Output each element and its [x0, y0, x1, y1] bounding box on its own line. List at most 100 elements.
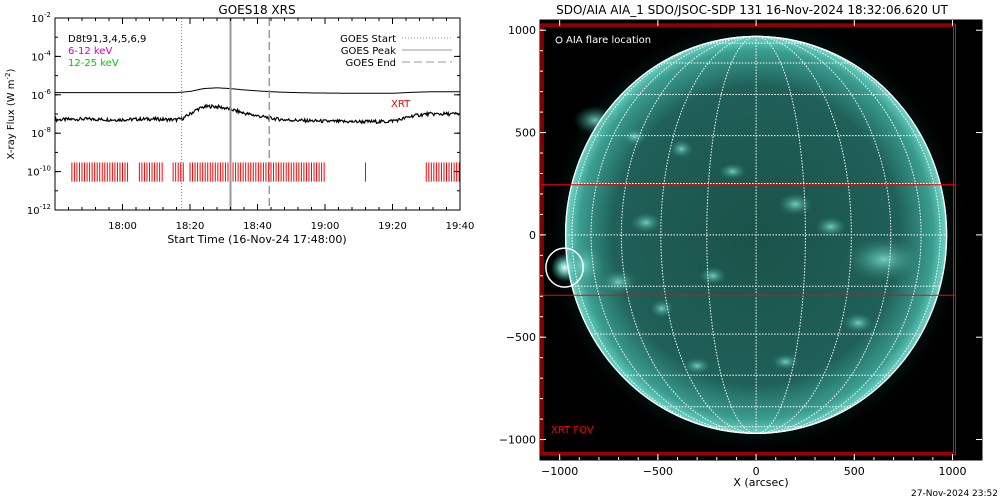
- goes-series-group: [55, 87, 460, 125]
- active-region-patch: [815, 216, 847, 237]
- goes-y-tick-exponent: -8: [44, 126, 51, 134]
- goes-long-channel-line: [55, 103, 460, 125]
- legend-goes-start: GOES Start: [340, 34, 396, 45]
- longitude-line: [571, 35, 757, 434]
- aia-plot-frame: [539, 19, 983, 461]
- aia-title: SDO/AIA AIA_1 SDO/JSOC-SDP 131 16-Nov-20…: [556, 3, 948, 17]
- active-region-patch: [699, 266, 727, 286]
- goes-x-axis-label: Start Time (16-Nov-24 17:48:00): [167, 233, 346, 246]
- aia-x-tick-label: 1000: [939, 465, 967, 478]
- xrt-coverage-bars: [71, 162, 460, 182]
- goes-plot-area: [55, 18, 460, 210]
- goes-y-tick-base: 10: [31, 14, 44, 25]
- goes-x-tick-label: 18:20: [176, 221, 205, 232]
- active-region-patch: [600, 269, 637, 295]
- goes-y-tick-label: 10-10: [27, 165, 51, 179]
- longitude-line: [756, 35, 806, 434]
- goes-x-tick-label: 19:40: [446, 221, 475, 232]
- goes-y-tick-base: 10: [31, 52, 44, 63]
- aia-legend-marker: [555, 36, 563, 44]
- legend-low-energy: 6-12 keV: [68, 46, 112, 57]
- footer-timestamp: 27-Nov-2024 23:52: [911, 489, 998, 499]
- goes-y-axis-label: X-ray Flux (W m-2): [4, 68, 17, 159]
- aia-y-tick-label: 0: [529, 229, 536, 242]
- aia-x-tick-label: 500: [844, 465, 865, 478]
- xrt-fov-label: XRT FOV: [551, 425, 594, 436]
- goes-y-tick-label: 10-6: [31, 88, 51, 102]
- goes-x-tick-label: 19:00: [311, 221, 340, 232]
- goes-y-tick-exponent: -10: [40, 165, 51, 173]
- aia-legend-label: AIA flare location: [566, 35, 651, 46]
- goes-legend-right: GOES Start GOES Peak GOES End: [340, 34, 452, 69]
- legend-goes-peak: GOES Peak: [341, 46, 396, 57]
- goes-y-axis-label-close: ): [6, 68, 17, 72]
- aia-y-tick-label: 500: [515, 127, 536, 140]
- goes-y-tick-label: 10-12: [27, 203, 51, 217]
- flare-brightening: [550, 253, 579, 282]
- goes-y-tick-base: 10: [31, 91, 44, 102]
- active-region-patch: [622, 128, 647, 145]
- goes-x-axis: 18:00 18:20 18:40 19:00 19:20 19:40: [54, 18, 475, 232]
- goes-y-axis-label-sup: -2: [4, 72, 12, 79]
- legend-goes-end: GOES End: [346, 58, 396, 69]
- aia-legend: AIA flare location: [555, 35, 651, 46]
- aia-x-tick-label: −1000: [541, 465, 578, 478]
- longitude-line: [590, 35, 757, 434]
- aia-panel: SDO/AIA AIA_1 SDO/JSOC-SDP 131 16-Nov-20…: [499, 3, 998, 499]
- longitude-line: [756, 35, 852, 434]
- aia-image: [540, 20, 970, 458]
- goes-y-tick-base: 10: [27, 168, 40, 179]
- goes-y-tick-label: 10-4: [31, 49, 51, 63]
- longitude-line: [706, 35, 757, 434]
- active-region-patch: [842, 312, 874, 334]
- goes-xrt-label: XRT: [391, 99, 411, 110]
- aia-x-tick-label: −500: [643, 465, 673, 478]
- xrt-slit-box: [540, 184, 956, 296]
- solar-limb: [564, 35, 948, 434]
- goes-y-tick-exponent: -6: [44, 88, 52, 96]
- goes-y-tick-base: 10: [31, 129, 44, 140]
- active-region-patch: [844, 236, 924, 282]
- goes-y-tick-base: 10: [27, 206, 40, 217]
- goes-markers: [181, 18, 271, 210]
- aia-x-tick-label: 0: [753, 465, 760, 478]
- goes-short-channel-line: [55, 87, 460, 94]
- aia-x-axis-label: X (arcsec): [733, 476, 788, 489]
- longitude-line: [756, 35, 892, 434]
- legend-detectors: D8t91,3,4,5,6,9: [68, 34, 146, 45]
- aia-axes: −1000 −500 0 500 1000 1000 500 0 −500 −1000: [499, 20, 982, 478]
- goes-title: GOES18 XRS: [218, 3, 295, 17]
- active-region-patch: [573, 105, 617, 135]
- xrt-overlays: [540, 23, 956, 456]
- goes-x-tick-label: 19:20: [378, 221, 407, 232]
- active-region-patch: [669, 139, 694, 159]
- flare-location-circle: [545, 247, 584, 288]
- goes-x-tick-label: 18:40: [243, 221, 272, 232]
- longitude-line: [756, 35, 922, 434]
- longitude-line: [660, 35, 757, 434]
- longitude-line: [620, 35, 757, 434]
- goes-y-tick-exponent: -12: [40, 203, 51, 211]
- active-region-patch: [683, 357, 711, 375]
- goes-y-tick-exponent: -4: [44, 49, 52, 57]
- legend-high-energy: 12-25 keV: [68, 58, 119, 69]
- longitude-line: [756, 35, 941, 434]
- goes-plot-frame: [54, 17, 461, 211]
- aia-y-tick-label: −500: [506, 331, 536, 344]
- goes-y-tick-exponent: -2: [44, 11, 51, 19]
- xrt-fov-box-inner: [542, 25, 954, 454]
- goes-legend-left: D8t91,3,4,5,6,9 6-12 keV 12-25 keV: [68, 34, 146, 69]
- active-region-patch: [771, 353, 800, 370]
- aia-y-tick-label: 1000: [508, 24, 536, 37]
- active-region-patch: [650, 299, 674, 318]
- goes-y-tick-label: 10-8: [31, 126, 51, 140]
- active-region-patch: [777, 192, 814, 216]
- goes-y-tick-label: 10-2: [31, 11, 51, 25]
- goes-y-axis-label-main: X-ray Flux (W m: [6, 79, 17, 159]
- aia-y-tick-label: −1000: [499, 434, 536, 447]
- active-region-patch: [718, 163, 747, 180]
- active-region-patch: [630, 212, 662, 233]
